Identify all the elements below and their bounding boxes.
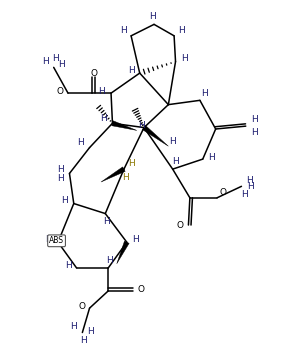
- Text: H: H: [98, 87, 105, 96]
- Text: H: H: [42, 56, 48, 66]
- Text: H: H: [80, 336, 87, 344]
- Text: H: H: [103, 217, 110, 226]
- Text: H: H: [52, 54, 58, 63]
- Text: O: O: [90, 69, 97, 78]
- Text: H: H: [106, 256, 113, 265]
- Text: H: H: [178, 25, 185, 35]
- Text: O: O: [176, 221, 183, 229]
- Text: ABS: ABS: [49, 236, 64, 245]
- Text: H: H: [128, 160, 135, 169]
- Text: H: H: [65, 261, 71, 270]
- Text: H: H: [251, 115, 258, 124]
- Polygon shape: [143, 126, 168, 146]
- Text: O: O: [56, 87, 64, 96]
- Text: H: H: [88, 326, 94, 336]
- Text: H: H: [246, 175, 253, 184]
- Polygon shape: [101, 167, 125, 182]
- Text: H: H: [241, 190, 248, 199]
- Text: H: H: [247, 182, 253, 191]
- Text: H: H: [209, 153, 215, 162]
- Text: H: H: [58, 60, 65, 69]
- Polygon shape: [117, 241, 129, 264]
- Text: H: H: [57, 174, 64, 183]
- Text: H: H: [172, 157, 179, 165]
- Text: H: H: [100, 114, 107, 122]
- Text: H: H: [138, 121, 145, 130]
- Text: H: H: [169, 137, 176, 147]
- Polygon shape: [112, 121, 137, 130]
- Text: H: H: [132, 235, 139, 244]
- Text: H: H: [46, 235, 52, 244]
- Text: H: H: [201, 89, 208, 98]
- Text: H: H: [181, 54, 188, 63]
- Text: O: O: [220, 188, 227, 197]
- Text: H: H: [77, 138, 84, 147]
- Text: H: H: [120, 26, 126, 35]
- Text: O: O: [137, 285, 144, 294]
- Text: O: O: [78, 302, 85, 311]
- Text: H: H: [57, 165, 64, 174]
- Text: H: H: [70, 322, 77, 331]
- Text: H: H: [128, 66, 134, 75]
- Text: H: H: [251, 128, 258, 137]
- Text: H: H: [61, 196, 68, 205]
- Text: H: H: [122, 173, 129, 182]
- Text: H: H: [149, 12, 156, 21]
